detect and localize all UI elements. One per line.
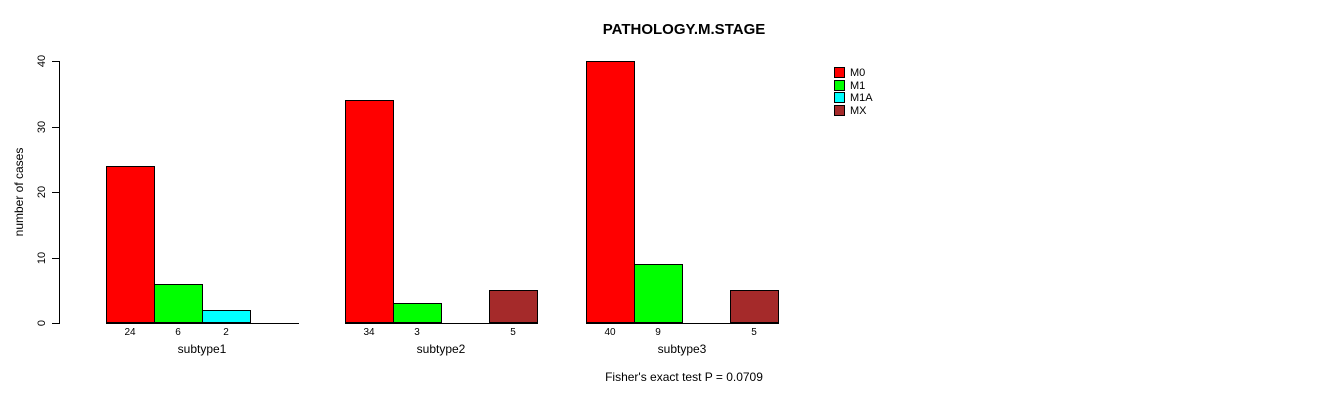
legend-swatch-m1a <box>834 92 845 104</box>
y-tick-label: 0 <box>36 319 48 327</box>
bar-value-label: 40 <box>604 327 616 338</box>
bar-value-label: 9 <box>655 327 661 338</box>
x-axis-line <box>106 323 299 324</box>
y-axis-tick <box>52 258 59 259</box>
bar-m1a-subtype1 <box>202 310 251 323</box>
bar-value-label: 3 <box>414 327 420 338</box>
bar-m0-subtype1 <box>106 166 155 323</box>
legend-swatch-m0 <box>834 67 845 78</box>
y-tick-label: 40 <box>36 54 48 68</box>
y-tick-label: 10 <box>36 251 48 265</box>
bar-m0-subtype3 <box>586 61 635 323</box>
legend-swatch-m1 <box>834 79 845 91</box>
legend-label-m1: M1 <box>850 79 866 92</box>
x-axis-line <box>586 323 779 324</box>
bar-value-label: 6 <box>175 327 181 338</box>
bar-value-label: 24 <box>124 327 136 338</box>
bar-value-label: 34 <box>363 327 375 338</box>
y-axis-tick <box>52 61 59 62</box>
legend-label-m0: M0 <box>850 67 866 79</box>
x-axis-line <box>345 323 538 324</box>
bar-m1-subtype2 <box>393 303 442 323</box>
bar-value-label: 2 <box>223 327 229 338</box>
category-label-subtype1: subtype1 <box>177 342 227 356</box>
y-axis-tick <box>52 192 59 193</box>
y-axis-tick <box>52 323 59 324</box>
bar-m1-subtype3 <box>634 264 683 323</box>
legend-label-mx: MX <box>850 105 867 118</box>
bar-m0-subtype2 <box>345 100 394 323</box>
category-label-subtype2: subtype2 <box>416 342 466 356</box>
y-axis-line <box>59 61 60 324</box>
bar-mx-subtype2 <box>489 290 538 323</box>
footer-annotation: Fisher's exact test P = 0.0709 <box>605 370 763 384</box>
legend-label-m1a: M1A <box>850 92 873 105</box>
bar-value-label: 5 <box>751 327 757 338</box>
legend-swatch-mx <box>834 105 845 117</box>
chart-title: PATHOLOGY.M.STAGE <box>602 21 766 38</box>
y-axis-tick <box>52 127 59 128</box>
y-tick-label: 30 <box>36 120 48 134</box>
y-axis-label: number of cases <box>12 147 26 237</box>
bar-m1-subtype1 <box>154 284 203 323</box>
y-tick-label: 20 <box>36 185 48 199</box>
bar-value-label: 5 <box>510 327 516 338</box>
category-label-subtype3: subtype3 <box>657 342 707 356</box>
bar-mx-subtype3 <box>730 290 779 323</box>
